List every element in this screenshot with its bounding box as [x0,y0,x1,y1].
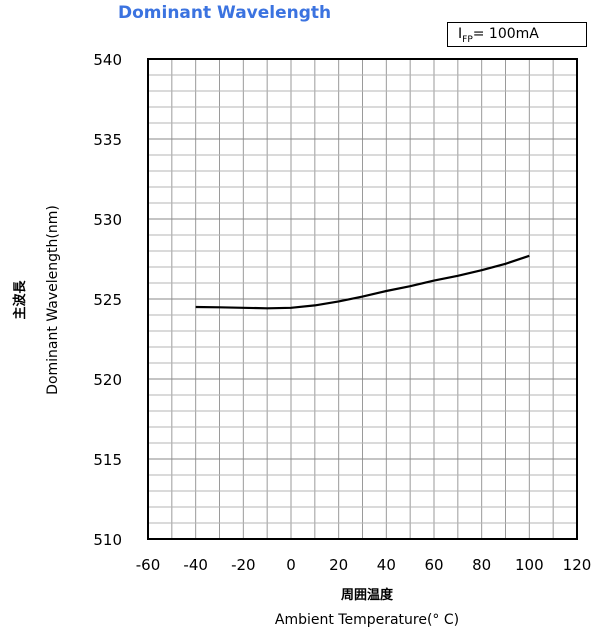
condition-subscript: FP [462,34,473,45]
x-tick-label: -20 [231,556,256,574]
y-tick-label: 535 [93,131,122,149]
series-line [195,254,530,310]
y-tick-label: 530 [93,211,122,229]
x-tick-label: 100 [515,556,544,574]
grid-lines [148,59,577,539]
x-tick-label: -40 [183,556,208,574]
y-tick-label: 520 [93,371,122,389]
x-tick-label: 120 [563,556,592,574]
y-tick-label: 515 [93,451,122,469]
condition-label: IFP= 100mA [447,22,587,47]
y-tick-label: 510 [93,531,122,549]
x-tick-label: 40 [377,556,396,574]
x-tick-label: 0 [286,556,296,574]
y-axis-label-jp: 主波長 [12,280,28,320]
x-axis-label: Ambient Temperature(° C) [275,612,459,628]
plot-frame [147,58,578,540]
x-tick-label: 20 [329,556,348,574]
x-tick-label: 80 [472,556,491,574]
condition-value: = 100mA [472,26,539,42]
condition-symbol: I [458,26,463,42]
x-tick-label: -60 [136,556,161,574]
x-axis-label-jp: 周囲温度 [341,587,394,603]
chart-title: Dominant Wavelength [118,3,332,23]
y-tick-label: 540 [93,51,122,69]
y-axis-label: Dominant Wavelength(nm) [45,205,61,395]
x-tick-label: 60 [424,556,443,574]
y-tick-label: 525 [93,291,122,309]
